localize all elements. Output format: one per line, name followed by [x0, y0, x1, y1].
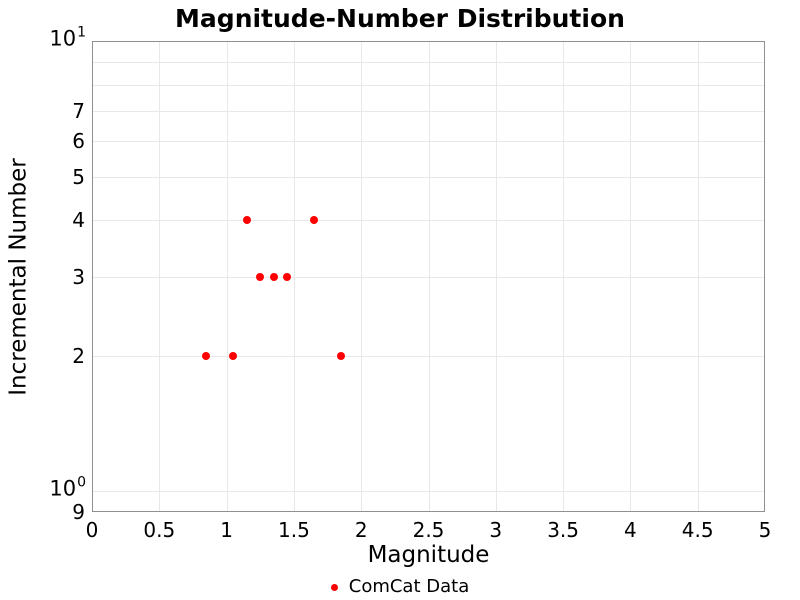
y-tick-label: 7 [72, 98, 85, 123]
chart-title: Magnitude-Number Distribution [175, 4, 625, 33]
x-gridline [226, 42, 228, 511]
data-point [202, 351, 211, 360]
x-axis-title: Magnitude [367, 542, 490, 568]
data-point [269, 272, 278, 281]
y-tick-label: 100 [49, 474, 86, 501]
x-tick-label: 1 [220, 518, 233, 542]
data-point [229, 351, 238, 360]
x-tick-label: 2.5 [412, 518, 445, 542]
data-point [337, 351, 345, 360]
x-tick-label: 2 [354, 518, 368, 542]
y-tick-label: 5 [72, 164, 85, 189]
x-gridline [428, 42, 430, 511]
x-tick-label: 4 [624, 518, 637, 542]
legend-label: ComCat Data [348, 576, 470, 597]
x-tick-label: 3 [489, 518, 503, 542]
data-point [242, 216, 251, 225]
x-tick-label: 5 [758, 518, 772, 542]
data-point [283, 272, 292, 281]
y-tick-label: 9 [72, 500, 85, 524]
x-gridline [293, 42, 295, 511]
y-axis-title: Incremental Number [5, 158, 32, 396]
y-tick-label: 101 [49, 24, 86, 51]
x-gridline [159, 42, 161, 511]
y-tick-label: 3 [72, 264, 85, 289]
y-tick-label: 6 [72, 128, 85, 153]
legend-marker-dot-icon [330, 583, 338, 591]
x-gridline [563, 42, 565, 511]
x-tick-label: 3.5 [547, 518, 579, 542]
data-point [310, 216, 319, 225]
data-point [256, 272, 265, 281]
x-gridline [495, 42, 497, 511]
x-gridline [630, 42, 632, 511]
plot-area [92, 41, 765, 512]
x-tick-label: 1.5 [277, 518, 310, 542]
x-tick-label: 4.5 [681, 518, 714, 542]
y-tick-label: 4 [72, 208, 85, 233]
x-gridline [697, 42, 699, 511]
x-tick-label: 0 [85, 518, 99, 542]
x-gridline [361, 42, 363, 511]
y-tick-label: 2 [72, 343, 85, 368]
x-tick-label: 0.5 [143, 518, 176, 542]
legend: ComCat Data [0, 576, 800, 598]
